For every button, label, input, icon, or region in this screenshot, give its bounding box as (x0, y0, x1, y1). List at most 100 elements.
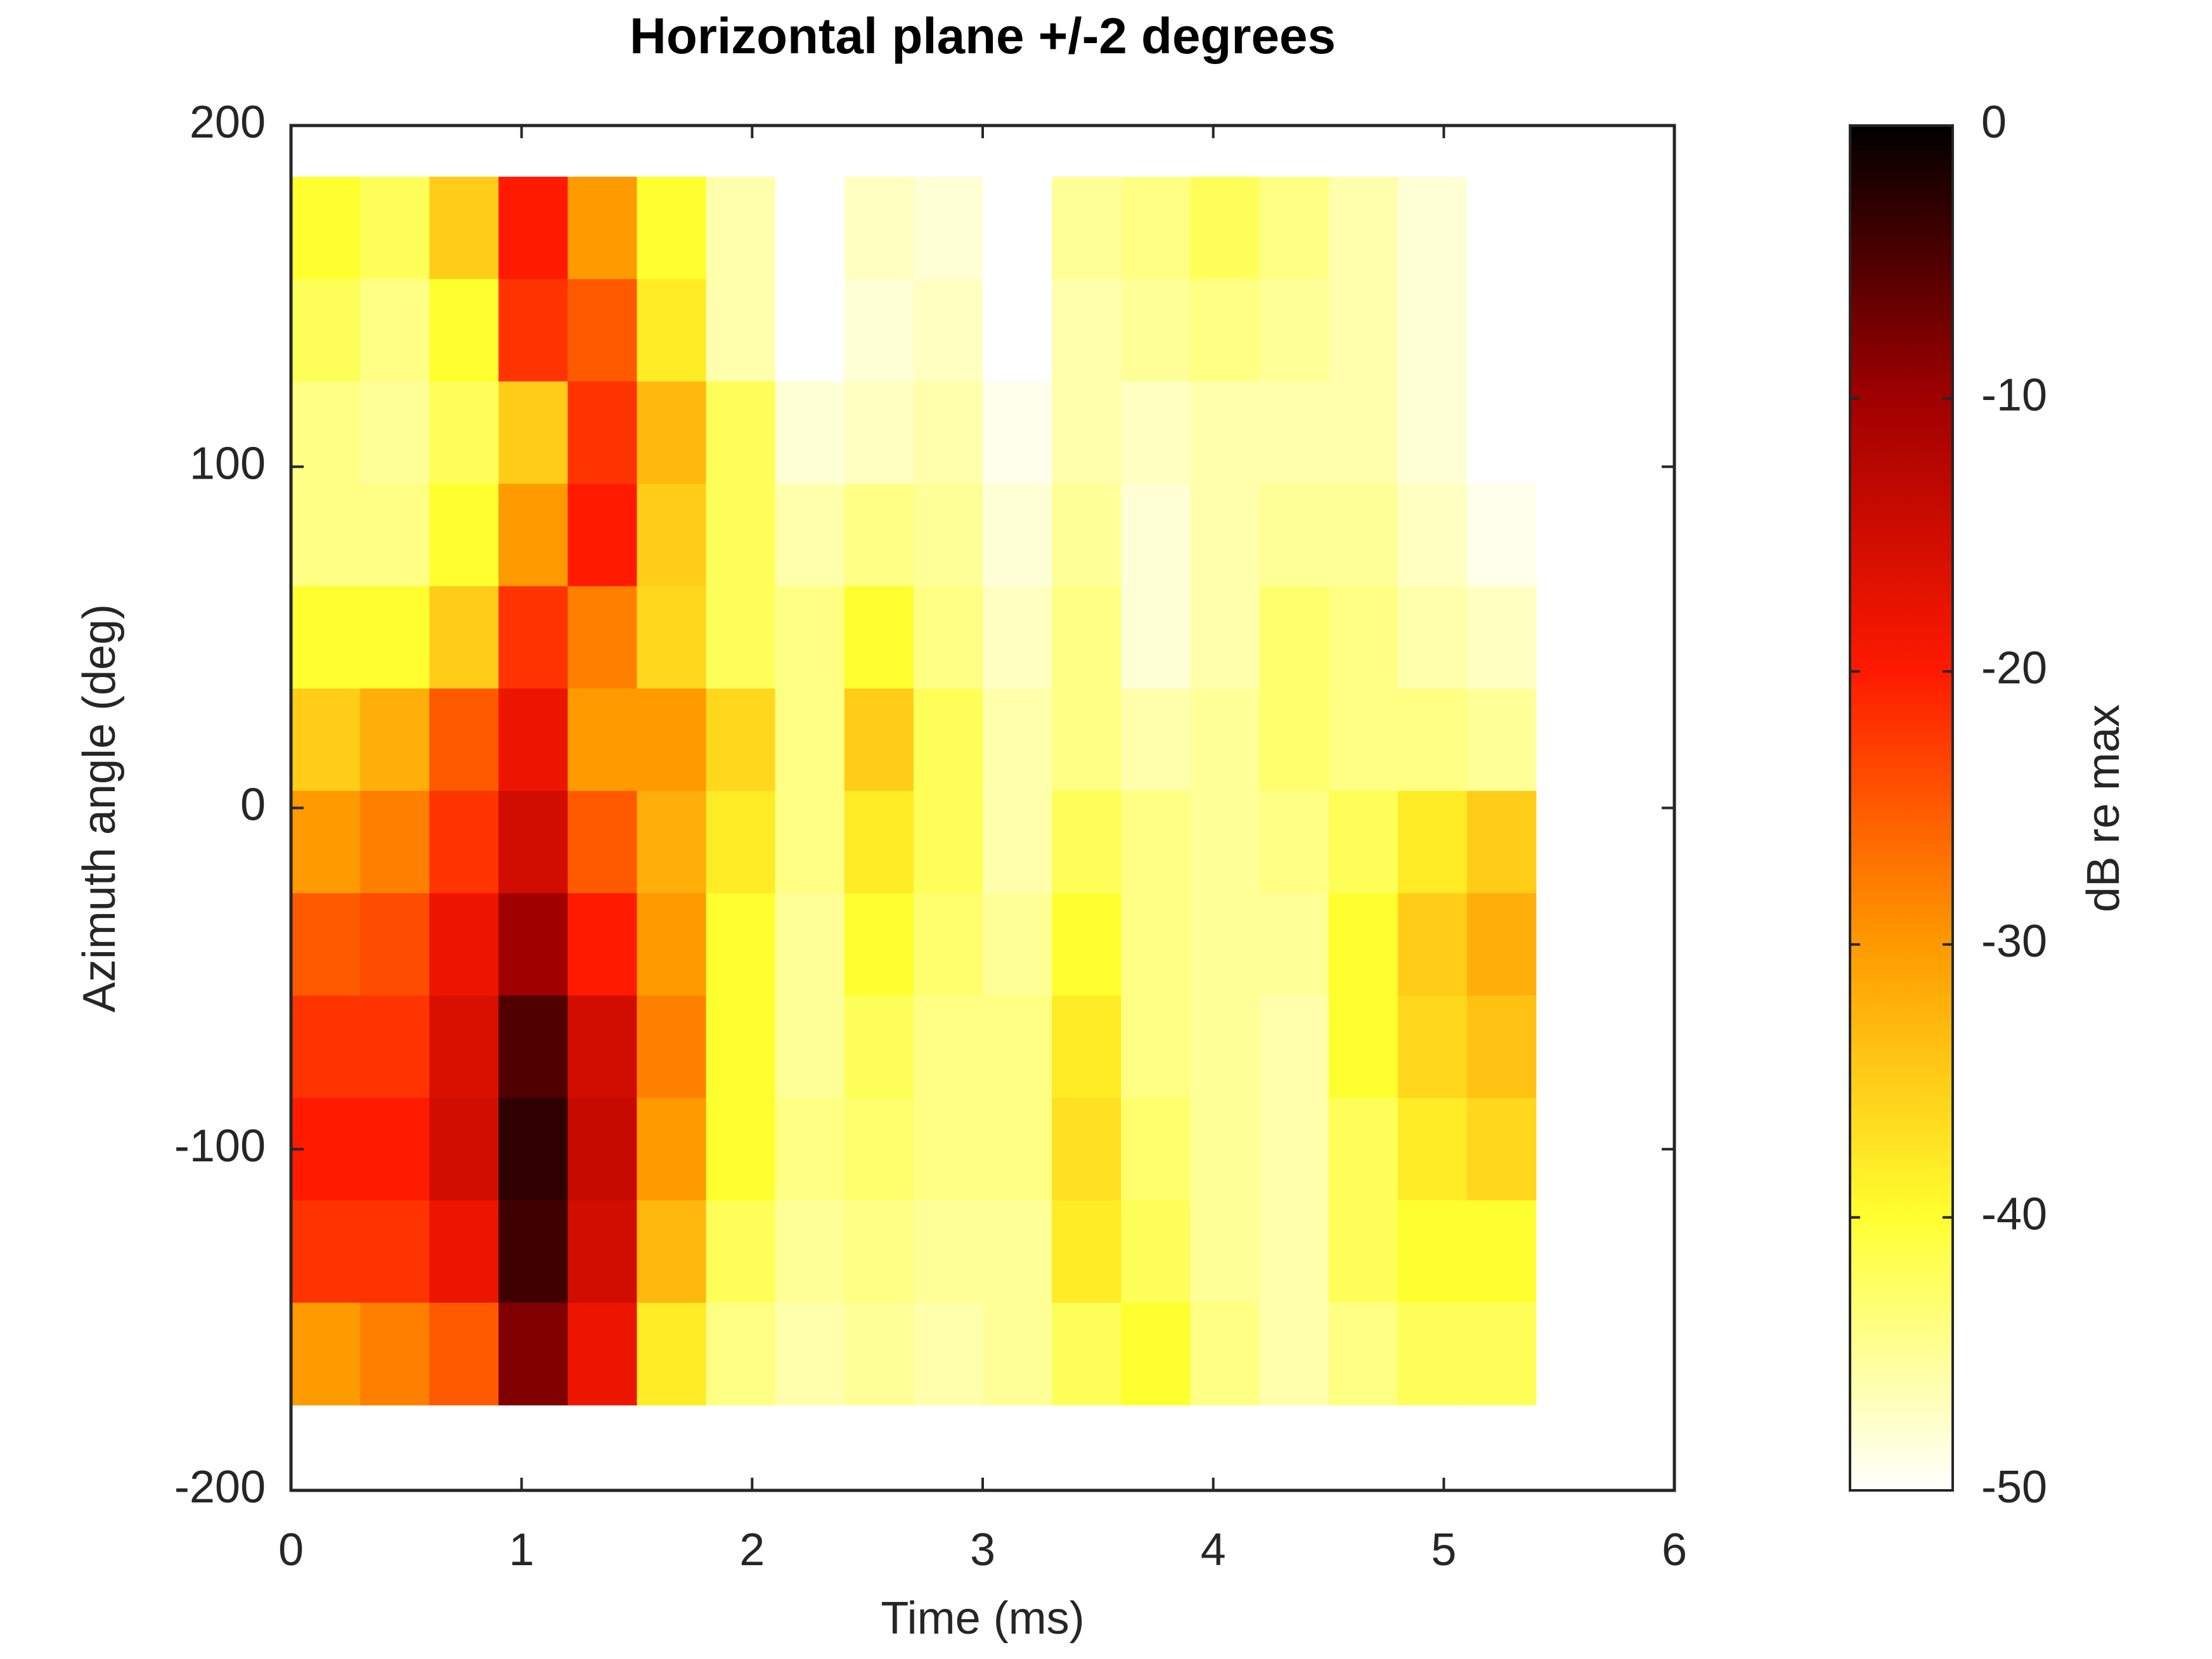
heatmap-cell (360, 893, 430, 997)
heatmap-cell (983, 688, 1052, 792)
heatmap-cell (983, 586, 1052, 689)
colorbar-tick-label: 0 (1981, 97, 2007, 148)
heatmap-cell (360, 791, 430, 894)
colorbar-tick-label: -10 (1981, 370, 2047, 421)
heatmap-cell (360, 688, 430, 792)
heatmap-cell (1397, 176, 1468, 280)
heatmap-cell (637, 893, 707, 997)
heatmap-cell (637, 484, 707, 587)
heatmap-cell (1121, 176, 1191, 280)
heatmap-cell (1190, 1200, 1260, 1303)
heatmap-cell (291, 893, 361, 997)
heatmap-cell (567, 381, 637, 484)
heatmap-cell (983, 381, 1052, 484)
heatmap-cell (1328, 995, 1399, 1099)
heatmap-cell (706, 688, 776, 792)
heatmap-cell (1328, 381, 1399, 484)
heatmap-cell (1259, 381, 1329, 484)
heatmap-cell (567, 279, 637, 382)
heatmap-cell (1397, 893, 1468, 997)
y-tick-label: 200 (190, 97, 266, 148)
heatmap-cell (291, 586, 361, 689)
heatmap-cell (360, 586, 430, 689)
heatmap-cell (844, 176, 914, 280)
heatmap-cell (1121, 279, 1191, 382)
heatmap-cell (1466, 1098, 1537, 1201)
heatmap-cell (1190, 176, 1260, 280)
heatmap-cell (983, 791, 1052, 894)
heatmap-cell (983, 1302, 1052, 1405)
heatmap-cell (1121, 1200, 1191, 1303)
heatmap-cell (1397, 586, 1468, 689)
heatmap-cell (1052, 484, 1122, 587)
y-axis-label: Azimuth angle (deg) (74, 604, 125, 1012)
heatmap-cell (637, 995, 707, 1099)
heatmap-cell (706, 995, 776, 1099)
heatmap-cell (1121, 791, 1191, 894)
heatmap-cell (1466, 1200, 1537, 1303)
heatmap-cell (1190, 893, 1260, 997)
heatmap-cell (429, 688, 499, 792)
heatmap-cell (844, 279, 914, 382)
heatmap-cell (1328, 791, 1399, 894)
heatmap-cell (1052, 176, 1122, 280)
heatmap-cell (775, 484, 845, 587)
heatmap-cell (1259, 279, 1329, 382)
x-tick-label: 3 (970, 1525, 995, 1575)
heatmap-cell (775, 586, 845, 689)
heatmap-cell (1397, 381, 1468, 484)
heatmap-cell (567, 688, 637, 792)
heatmap-cell (844, 995, 914, 1099)
heatmap-cell (291, 484, 361, 587)
heatmap-cell (1328, 279, 1399, 382)
heatmap-cell (1259, 893, 1329, 997)
heatmap-cell (1466, 381, 1537, 484)
heatmap-cell (1328, 893, 1399, 997)
heatmap-cell (567, 893, 637, 997)
heatmap-cell (429, 1098, 499, 1201)
heatmap-cell (1259, 1098, 1329, 1201)
heatmap-cell (706, 586, 776, 689)
heatmap-cell (567, 1200, 637, 1303)
heatmap-cell (1052, 995, 1122, 1099)
heatmap-cell (706, 1200, 776, 1303)
heatmap-cell (1052, 688, 1122, 792)
y-tick-label: 0 (240, 780, 266, 830)
chart-title: Horizontal plane +/-2 degrees (630, 8, 1336, 64)
heatmap-cell (1466, 995, 1537, 1099)
heatmap-cell (498, 791, 568, 894)
heatmap-cell (983, 893, 1052, 997)
heatmap-cell (1259, 176, 1329, 280)
heatmap-cell (1259, 484, 1329, 587)
heatmap-cell (913, 176, 983, 280)
heatmap-cell (913, 1098, 983, 1201)
heatmap-cell (1190, 586, 1260, 689)
heatmap-cell (1052, 586, 1122, 689)
heatmap-cell (1397, 1200, 1468, 1303)
heatmap-cell (913, 381, 983, 484)
heatmap-cell (360, 1200, 430, 1303)
heatmap-cell (1466, 484, 1537, 587)
heatmap-cell (291, 176, 361, 280)
heatmap-cell (844, 484, 914, 587)
heatmap-cell (360, 1302, 430, 1405)
heatmap-cell (429, 484, 499, 587)
heatmap-cell (498, 279, 568, 382)
heatmap-cell (775, 1200, 845, 1303)
heatmap-cell (1259, 1302, 1329, 1405)
heatmap-cell (844, 893, 914, 997)
heatmap-cell (360, 484, 430, 587)
heatmap-cell (429, 381, 499, 484)
heatmap-cell (844, 1200, 914, 1303)
heatmap-cell (637, 381, 707, 484)
heatmap-cell (913, 688, 983, 792)
heatmap-cell (567, 586, 637, 689)
heatmap-cell (913, 995, 983, 1099)
heatmap-cell (1466, 791, 1537, 894)
heatmap-cell (498, 1098, 568, 1201)
heatmap-cell (429, 791, 499, 894)
heatmap-cell (983, 484, 1052, 587)
heatmap-cell (1052, 279, 1122, 382)
heatmap-cell (429, 279, 499, 382)
